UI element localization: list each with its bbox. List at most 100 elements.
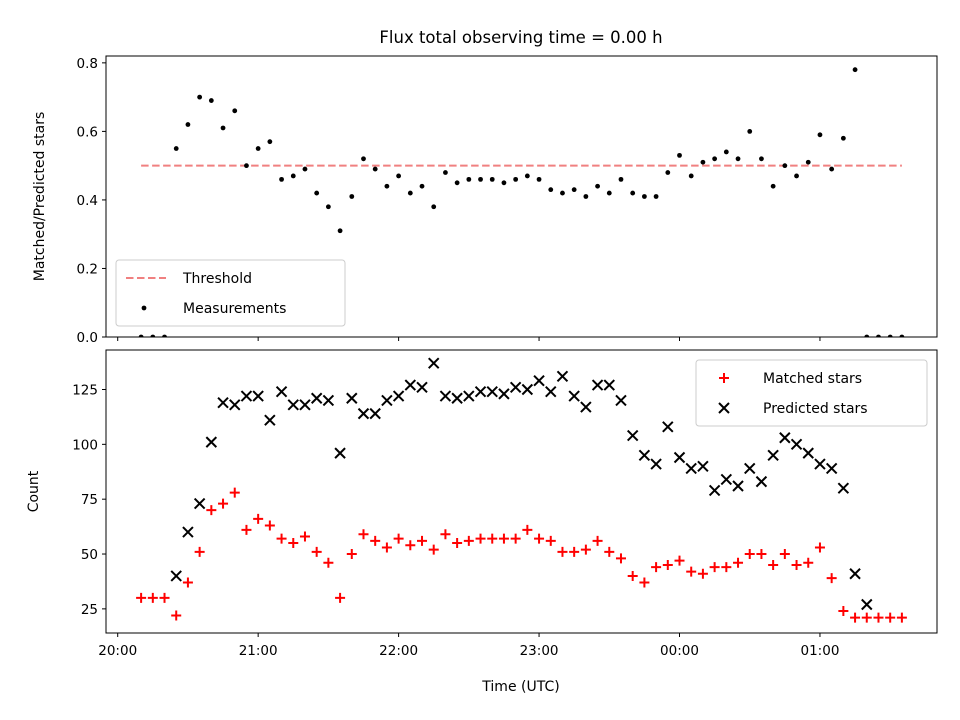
measurement-point: [747, 128, 753, 134]
top-panel: 0.0 0.2 0.4 0.6 0.8 Matched/Predicted stars Th…: [32, 55, 938, 346]
predicted-stars-point: [591, 379, 604, 391]
predicted-stars-point: [755, 475, 768, 488]
measurement-point: [220, 125, 226, 131]
predicted-stars-point: [264, 414, 276, 426]
measurement-point: [454, 180, 460, 186]
matched-stars-point: [768, 559, 779, 570]
matched-stars-point: [896, 612, 907, 623]
measurement-point: [419, 183, 425, 189]
matched-stars-point: [697, 568, 708, 579]
measurement-point: [208, 98, 214, 103]
y-tick-label: 0.2: [77, 261, 98, 277]
chart-title: Flux total observing time = 0.00 h: [379, 28, 662, 47]
matched-stars-point: [264, 520, 275, 531]
matched-stars-point: [709, 562, 720, 573]
predicted-stars-point: [240, 390, 253, 402]
measurement-point: [443, 170, 448, 175]
x-tick-label: 00:00: [660, 643, 699, 659]
matched-stars-point: [253, 513, 264, 524]
x-tick-label: 21:00: [239, 643, 278, 659]
measurement-point: [232, 108, 238, 114]
matched-stars-point: [580, 544, 591, 555]
measurement-point: [489, 176, 495, 182]
matched-stars-point: [241, 524, 252, 535]
legend-label: Measurements: [183, 301, 286, 317]
matched-stars-point: [733, 557, 744, 568]
measurement-point: [782, 163, 788, 169]
predicted-stars-point: [615, 394, 627, 407]
plot-frame: [105, 349, 938, 634]
matched-stars-point: [557, 546, 568, 557]
bottom-panel: 25 50 75 100 125 20:00 21:00 22:00 23:00 00:00 01:…: [26, 349, 938, 659]
measurement-point: [372, 166, 378, 172]
measurement-point: [337, 228, 343, 234]
measurement-point: [688, 173, 694, 179]
measurement-point: [314, 190, 320, 196]
matched-stars-point: [592, 535, 603, 546]
measurement-point: [653, 194, 659, 199]
measurement-point: [840, 135, 846, 141]
matched-stars-point: [814, 542, 825, 553]
predicted-stars-point: [428, 357, 440, 369]
matched-stars-point: [510, 533, 521, 544]
matched-stars-point: [662, 559, 673, 570]
predicted-stars-point: [603, 379, 615, 391]
matched-stars-point: [417, 535, 428, 546]
measurement-point: [618, 176, 624, 182]
y-axis-label: Matched/Predicted stars: [32, 112, 48, 282]
predicted-stars-point: [790, 438, 803, 451]
matched-stars-point: [522, 524, 533, 535]
predicted-stars-point: [837, 482, 850, 494]
matched-stars-point: [686, 566, 697, 577]
legend-label: Threshold: [182, 271, 252, 287]
measurement-point: [173, 146, 179, 151]
matched-stars-point: [218, 498, 229, 509]
measurement-point: [770, 183, 776, 189]
measurement-point: [279, 176, 284, 182]
matched-stars-point: [826, 573, 837, 584]
y-axis-label: Count: [26, 470, 42, 512]
legend-marker: [719, 373, 729, 383]
legend-marker: [141, 305, 147, 311]
measurement-point: [255, 146, 261, 151]
matched-stars-point: [171, 610, 182, 621]
measurement-point: [431, 204, 437, 210]
matched-stars-point: [651, 562, 662, 573]
predicted-stars-point: [404, 379, 417, 391]
measurement-point: [138, 334, 144, 337]
measurement-point: [302, 166, 308, 172]
predicted-stars-point: [498, 388, 510, 400]
predicted-stars-point: [334, 447, 346, 459]
measurement-point: [560, 190, 565, 196]
matched-stars-point: [229, 487, 240, 498]
predicted-stars-point: [697, 460, 709, 472]
matched-stars-point: [147, 592, 158, 603]
matched-stars-point: [182, 577, 193, 588]
matched-stars-point: [335, 592, 346, 603]
matched-stars-point: [756, 549, 767, 560]
predicted-stars-point: [346, 392, 358, 404]
predicted-stars-point: [720, 473, 733, 486]
matched-stars-point: [615, 553, 626, 564]
matched-stars-point: [604, 546, 615, 557]
measurement-point: [361, 156, 366, 162]
x-tick-label: 23:00: [520, 643, 559, 659]
matched-stars-point: [288, 538, 299, 549]
predicted-stars-point: [369, 407, 381, 420]
predicted-stars-point: [322, 394, 335, 407]
matched-stars-point: [370, 535, 381, 546]
predicted-stars-point: [685, 462, 697, 475]
matched-stars-point: [463, 535, 474, 546]
predicted-stars-point: [439, 390, 452, 402]
matched-stars-point: [861, 612, 872, 623]
matched-stars-point: [206, 505, 217, 516]
predicted-stars-point: [509, 381, 522, 394]
predicted-stars-point: [814, 458, 826, 470]
matched-stars-point: [721, 562, 732, 573]
predicted-stars-point: [545, 385, 557, 398]
matched-stars-point: [452, 538, 463, 549]
predicted-stars-point: [849, 568, 861, 580]
y-tick-label: 0.6: [77, 124, 98, 140]
predicted-stars-point: [229, 399, 241, 411]
predicted-stars-point: [708, 484, 721, 497]
